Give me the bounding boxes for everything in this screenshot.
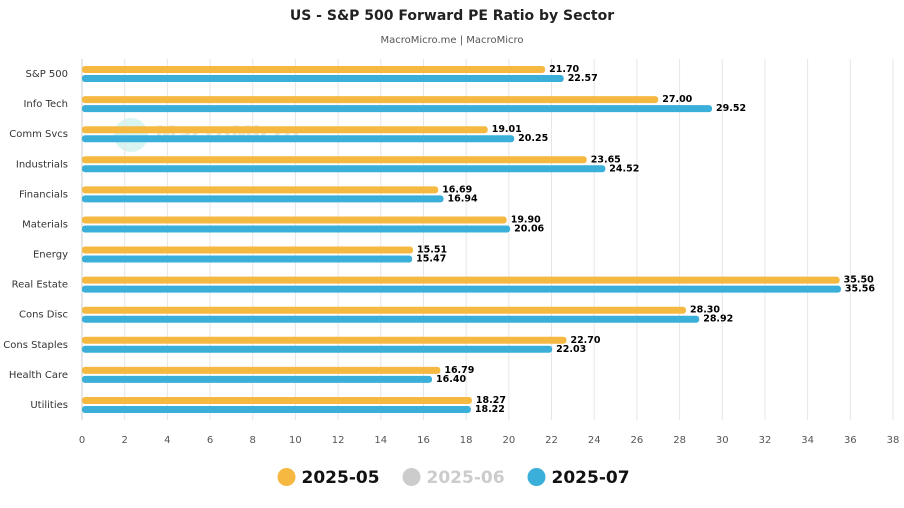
y-tick-label: Energy	[33, 250, 68, 261]
y-tick-label: Cons Staples	[3, 340, 68, 351]
bar	[82, 165, 606, 173]
legend-marker[interactable]	[527, 468, 546, 486]
x-tick-label: 38	[887, 435, 900, 446]
bar	[82, 66, 546, 74]
value-label: 22.03	[556, 344, 586, 355]
y-tick-label: Comm Svcs	[9, 129, 68, 140]
bar	[82, 366, 441, 374]
y-tick-label: Cons Disc	[19, 310, 68, 321]
y-tick-label: Real Estate	[12, 280, 68, 291]
value-label: 16.79	[444, 365, 474, 376]
bar	[82, 405, 471, 413]
value-label: 28.92	[703, 314, 733, 325]
x-tick-label: 6	[207, 435, 213, 446]
value-label: 20.06	[514, 223, 544, 234]
y-tick-label: Info Tech	[23, 99, 68, 110]
bar	[82, 285, 841, 293]
x-tick-label: 8	[250, 435, 256, 446]
value-label: 23.65	[591, 154, 621, 165]
legend-label[interactable]: 2025-06	[427, 468, 505, 488]
bar	[82, 186, 439, 194]
value-label: 20.25	[518, 133, 548, 144]
value-label: 19.90	[511, 214, 541, 225]
bar	[82, 306, 686, 314]
chart-subtitle: MacroMicro.me | MacroMicro	[381, 35, 524, 46]
value-label: 16.40	[436, 374, 466, 385]
bar	[82, 216, 507, 224]
value-label: 35.56	[845, 284, 875, 295]
y-tick-label: S&P 500	[26, 69, 68, 80]
x-tick-label: 14	[374, 435, 387, 446]
bar	[82, 225, 511, 233]
y-tick-label: Industrials	[16, 159, 68, 170]
bar	[82, 195, 444, 203]
x-tick-label: 28	[673, 435, 686, 446]
bar	[82, 156, 587, 164]
value-label: 19.01	[492, 124, 522, 135]
bar	[82, 255, 413, 263]
value-label: 18.27	[476, 395, 506, 406]
x-tick-label: 32	[759, 435, 772, 446]
x-tick-label: 30	[716, 435, 729, 446]
value-label: 27.00	[662, 94, 692, 105]
value-label: 16.69	[442, 184, 472, 195]
value-label: 16.94	[448, 193, 478, 204]
bar	[82, 276, 840, 284]
x-tick-label: 10	[289, 435, 302, 446]
x-tick-label: 20	[502, 435, 515, 446]
legend-label[interactable]: 2025-07	[552, 468, 630, 488]
y-tick-label: Utilities	[30, 400, 68, 411]
value-label: 22.70	[570, 335, 600, 346]
bar	[82, 105, 713, 113]
x-tick-label: 12	[332, 435, 345, 446]
bar	[82, 375, 433, 383]
value-label: 15.51	[417, 245, 447, 256]
legend-marker[interactable]	[402, 468, 421, 486]
bar	[82, 315, 700, 323]
value-label: 28.30	[690, 305, 720, 316]
value-label: 18.22	[475, 404, 505, 415]
y-tick-label: Financials	[19, 189, 68, 200]
value-label: 22.57	[568, 73, 598, 84]
legend-marker[interactable]	[277, 468, 296, 486]
legend-label[interactable]: 2025-05	[302, 468, 380, 488]
x-tick-label: 34	[801, 435, 814, 446]
value-label: 21.70	[549, 64, 579, 75]
y-tick-label: Materials	[22, 219, 68, 230]
chart-title: US - S&P 500 Forward PE Ratio by Sector	[290, 8, 614, 24]
bar	[82, 75, 564, 83]
bar	[82, 336, 567, 344]
bar	[82, 135, 515, 143]
value-label: 35.50	[844, 275, 874, 286]
value-label: 15.47	[416, 254, 446, 265]
x-tick-label: 22	[545, 435, 558, 446]
bar	[82, 345, 553, 353]
bar	[82, 96, 659, 104]
watermark-logo	[114, 118, 148, 152]
y-tick-label: Health Care	[9, 370, 68, 381]
value-label: 29.52	[716, 103, 746, 114]
x-tick-label: 36	[844, 435, 857, 446]
x-tick-label: 4	[164, 435, 170, 446]
x-tick-label: 26	[631, 435, 644, 446]
value-label: 24.52	[609, 163, 639, 174]
bar	[82, 246, 414, 254]
x-tick-label: 18	[460, 435, 473, 446]
bar	[82, 126, 488, 134]
x-tick-label: 2	[121, 435, 127, 446]
x-tick-label: 16	[417, 435, 430, 446]
bar	[82, 396, 472, 404]
x-tick-label: 0	[79, 435, 85, 446]
x-tick-label: 24	[588, 435, 601, 446]
